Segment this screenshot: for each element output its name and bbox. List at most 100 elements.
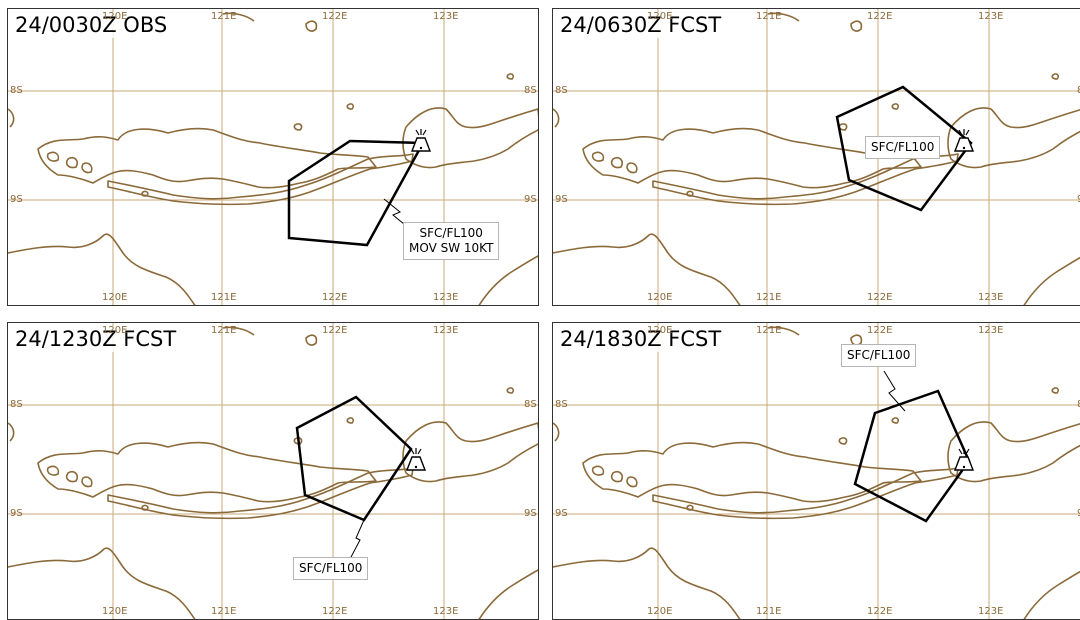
longitude-label: 120E [647, 292, 673, 303]
coastline-segment [222, 326, 255, 336]
longitude-label: 123E [978, 325, 1004, 336]
coastline-segment [610, 156, 624, 169]
coastline-segment [65, 470, 79, 483]
longitude-label: 121E [211, 11, 237, 22]
coastline-segment [8, 108, 15, 128]
coastline-segment [37, 441, 377, 503]
longitude-label: 120E [647, 325, 673, 336]
map-canvas [8, 323, 538, 619]
latitude-label: 8S [10, 399, 23, 410]
coastline-segment [850, 334, 863, 346]
coastline-segment [46, 151, 60, 162]
latitude-label: 9S [555, 194, 568, 205]
ash-cloud-level-label: SFC/FL100 [419, 226, 483, 240]
ash-cloud-info-box: SFC/FL100 MOV SW 10KT [403, 222, 500, 260]
latitude-label: 8S [1077, 85, 1080, 96]
longitude-label: 123E [433, 325, 459, 336]
coastline-segment [553, 547, 741, 619]
label-leader-line [383, 198, 411, 230]
coastline-segment [652, 467, 959, 520]
ash-cloud-polygon [853, 389, 971, 523]
latitude-label: 9S [10, 194, 23, 205]
label-leader-line [349, 519, 365, 560]
ash-cloud-level-label: SFC/FL100 [847, 348, 911, 362]
map-panel-fcst-0630: 24/0630Z FCST SFC/FL100 120E 120E 121E 121E… [552, 8, 1080, 306]
panel-title: 24/0030Z OBS [12, 12, 171, 38]
coastline-segment [46, 465, 60, 476]
graticule [8, 9, 538, 305]
map-canvas [8, 9, 538, 305]
coastline [8, 326, 538, 619]
coastline-segment [1051, 73, 1059, 80]
longitude-label: 122E [322, 325, 348, 336]
graticule [8, 323, 538, 619]
coastline-segment [850, 20, 863, 32]
longitude-label: 122E [322, 606, 348, 617]
longitude-label: 121E [211, 292, 237, 303]
longitude-label: 122E [322, 11, 348, 22]
coastline-segment [293, 123, 303, 131]
longitude-label: 121E [756, 292, 782, 303]
longitude-label: 122E [867, 11, 893, 22]
coastline-segment [626, 162, 638, 174]
coastline-segment [346, 417, 354, 424]
coastline-segment [8, 233, 196, 305]
latitude-label: 9S [1077, 508, 1080, 519]
longitude-label: 121E [211, 325, 237, 336]
coastline-segment [107, 467, 414, 520]
coastline-segment [553, 422, 560, 442]
longitude-label: 123E [433, 292, 459, 303]
coastline-segment [626, 476, 638, 488]
coastline-segment [947, 421, 1080, 483]
panel-title: 24/1230Z FCST [12, 326, 180, 352]
longitude-label: 122E [867, 606, 893, 617]
coastline-segment [652, 153, 959, 206]
volcano-icon [405, 448, 427, 471]
graticule [553, 9, 1080, 305]
panel-title: 24/0630Z FCST [557, 12, 725, 38]
coastline-segment [553, 108, 560, 128]
latitude-label: 9S [524, 194, 537, 205]
coastline-segment [478, 569, 538, 619]
latitude-label: 8S [555, 399, 568, 410]
longitude-label: 121E [756, 325, 782, 336]
coastline-segment [686, 190, 694, 197]
coastline-segment [107, 153, 414, 206]
coastline-segment [81, 476, 93, 488]
latitude-label: 8S [524, 85, 537, 96]
longitude-label: 120E [647, 11, 673, 22]
coastline-segment [402, 421, 538, 483]
coastline-segment [402, 107, 538, 169]
map-panel-fcst-1830: 24/1830Z FCST SFC/FL100 120E 120E 121E 121E… [552, 322, 1080, 620]
coastline-segment [506, 73, 514, 80]
graticule [553, 323, 1080, 619]
label-leader-line [883, 370, 906, 412]
coastline [553, 12, 1080, 305]
coastline-segment [346, 103, 354, 110]
latitude-label: 8S [10, 85, 23, 96]
coastline-segment [610, 470, 624, 483]
ash-cloud-polygon [835, 85, 973, 212]
coastline-segment [8, 547, 196, 619]
coastline-segment [891, 417, 899, 424]
map-panel-fcst-1230: 24/1230Z FCST SFC/FL100 120E 120E 121E 121E… [7, 322, 539, 620]
coastline-segment [65, 156, 79, 169]
longitude-label: 120E [647, 606, 673, 617]
longitude-label: 123E [433, 606, 459, 617]
coastline-segment [582, 127, 922, 189]
coastline-segment [1023, 256, 1080, 305]
latitude-label: 9S [1077, 194, 1080, 205]
coastline-segment [891, 103, 899, 110]
coastline-segment [947, 107, 1080, 169]
coastline-segment [838, 437, 848, 445]
coastline-segment [686, 504, 694, 511]
coastline-segment [37, 127, 377, 189]
coastline-segment [767, 326, 800, 336]
latitude-label: 8S [524, 399, 537, 410]
longitude-label: 121E [211, 606, 237, 617]
coastline-segment [141, 190, 149, 197]
longitude-label: 122E [867, 292, 893, 303]
coastline [8, 12, 538, 305]
ash-cloud-info-box: SFC/FL100 [293, 557, 369, 580]
longitude-label: 120E [102, 325, 128, 336]
